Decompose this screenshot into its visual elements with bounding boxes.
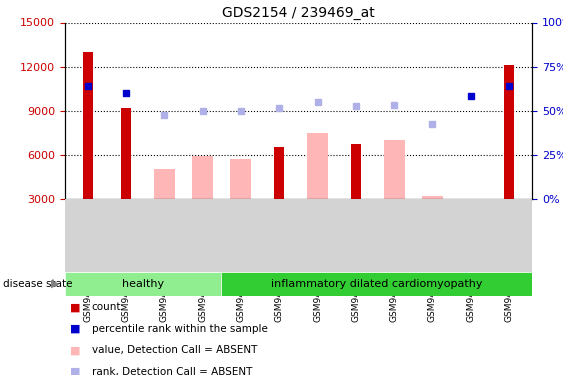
- Text: ■: ■: [70, 345, 81, 355]
- Bar: [65, 272, 221, 296]
- Bar: [83, 52, 92, 199]
- Title: GDS2154 / 239469_at: GDS2154 / 239469_at: [222, 6, 375, 20]
- Text: ■: ■: [70, 303, 81, 312]
- Bar: [351, 144, 361, 199]
- Bar: [307, 133, 328, 199]
- Text: rank, Detection Call = ABSENT: rank, Detection Call = ABSENT: [92, 367, 252, 375]
- Bar: [192, 156, 213, 199]
- Bar: [383, 140, 405, 199]
- Text: value, Detection Call = ABSENT: value, Detection Call = ABSENT: [92, 345, 257, 355]
- Text: inflammatory dilated cardiomyopathy: inflammatory dilated cardiomyopathy: [271, 279, 482, 289]
- Text: ■: ■: [70, 324, 81, 334]
- Bar: [230, 159, 252, 199]
- Bar: [121, 108, 131, 199]
- Text: disease state: disease state: [3, 279, 72, 289]
- Bar: [154, 170, 175, 199]
- Text: healthy: healthy: [122, 279, 164, 289]
- Text: ■: ■: [70, 367, 81, 375]
- Bar: [422, 196, 443, 199]
- Text: count: count: [92, 303, 121, 312]
- Bar: [274, 147, 284, 199]
- Text: ▶: ▶: [51, 279, 59, 289]
- Bar: [221, 272, 532, 296]
- Bar: [504, 65, 514, 199]
- Text: percentile rank within the sample: percentile rank within the sample: [92, 324, 267, 334]
